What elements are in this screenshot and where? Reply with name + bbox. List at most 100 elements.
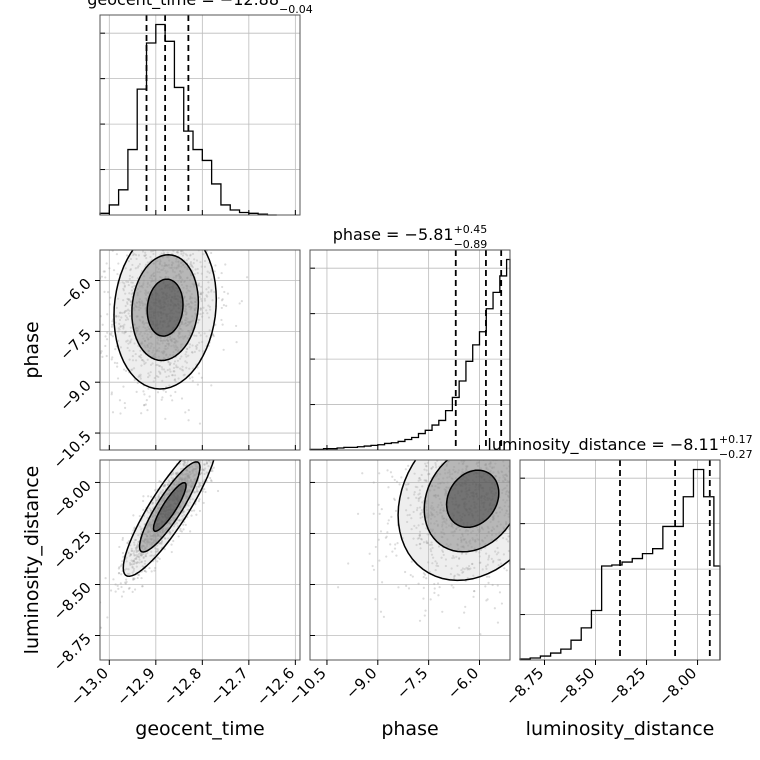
sample-point — [200, 447, 202, 449]
sample-point — [187, 354, 190, 357]
sample-point — [505, 538, 508, 541]
sample-point — [184, 360, 187, 363]
sample-point — [487, 581, 490, 584]
sample-point — [403, 430, 405, 432]
sample-point — [149, 255, 152, 259]
histogram-geocent_time — [99, 23, 277, 216]
sample-point — [454, 452, 456, 454]
sample-point — [526, 512, 528, 514]
sample-point — [205, 309, 208, 312]
sample-point — [522, 518, 524, 520]
sample-point — [200, 455, 202, 457]
sample-point — [419, 512, 422, 515]
sample-point — [189, 530, 192, 533]
sample-point — [152, 554, 156, 557]
sample-point — [177, 535, 180, 538]
sample-point — [212, 333, 215, 336]
sample-point — [199, 334, 202, 337]
sample-point — [512, 459, 514, 461]
sample-point — [119, 582, 122, 585]
sample-point — [106, 313, 109, 316]
sample-point — [530, 484, 532, 486]
sample-point — [515, 555, 517, 557]
sample-point — [208, 445, 210, 447]
sample-point — [160, 541, 163, 544]
sample-point — [480, 451, 482, 453]
sample-point — [505, 432, 507, 434]
sample-point — [137, 254, 140, 257]
sample-point — [199, 308, 202, 311]
sample-point — [528, 505, 530, 507]
sample-point — [347, 562, 350, 565]
sample-point — [149, 509, 152, 513]
sample-point — [245, 276, 249, 279]
sample-point — [142, 404, 146, 407]
sample-point — [200, 220, 202, 222]
sample-point — [207, 316, 211, 319]
sample-point — [537, 533, 539, 535]
sample-point — [510, 486, 512, 488]
sample-point — [140, 353, 143, 357]
sample-point — [479, 455, 481, 457]
sample-point — [149, 509, 153, 512]
sample-point — [510, 584, 512, 586]
sample-point — [215, 415, 217, 417]
sample-point — [414, 454, 416, 456]
sample-point — [379, 610, 383, 613]
sample-point — [164, 417, 167, 420]
sample-point — [159, 542, 162, 545]
sample-point — [503, 567, 506, 570]
sample-point — [186, 454, 188, 456]
sample-point — [182, 462, 185, 466]
sample-point — [193, 457, 195, 459]
sample-point — [111, 323, 114, 326]
sample-point — [106, 616, 109, 619]
sample-point — [199, 456, 201, 458]
sample-point — [525, 520, 527, 522]
sample-point — [229, 440, 231, 442]
sample-point — [206, 161, 208, 163]
sample-point — [111, 411, 115, 414]
sample-point — [488, 409, 490, 411]
sample-point — [139, 554, 143, 557]
sample-point — [143, 240, 145, 242]
sample-point — [207, 291, 210, 294]
sample-point — [130, 563, 133, 566]
xtick-label-luminosity_distance-0: −8.75 — [502, 664, 547, 709]
sample-point — [432, 440, 434, 442]
sample-point — [132, 529, 135, 532]
sample-point — [160, 540, 164, 543]
sample-point — [199, 471, 202, 475]
sample-point — [132, 577, 135, 580]
sample-point — [129, 553, 132, 556]
sample-point — [123, 311, 126, 314]
sample-point — [512, 474, 514, 476]
sample-point — [180, 518, 183, 522]
sample-point — [137, 573, 141, 577]
sample-point — [149, 371, 152, 374]
sample-point — [216, 234, 218, 236]
sample-point — [160, 366, 163, 369]
sample-point — [130, 547, 133, 550]
sample-point — [521, 554, 523, 556]
sample-point — [201, 481, 204, 485]
sample-point — [159, 492, 162, 495]
sample-point — [175, 365, 178, 369]
sample-point — [520, 514, 522, 516]
sample-point — [214, 264, 217, 267]
sample-point — [387, 486, 390, 489]
sample-point — [526, 496, 528, 498]
sample-point — [435, 466, 438, 469]
sample-point — [198, 452, 200, 454]
sample-point — [183, 244, 185, 246]
sample-point — [372, 481, 375, 484]
sample-point — [426, 541, 429, 545]
sample-point — [528, 485, 530, 487]
sample-point — [140, 358, 144, 362]
sample-point — [135, 562, 138, 565]
sample-point — [451, 422, 453, 424]
sample-point — [433, 591, 436, 594]
sample-point — [151, 501, 154, 504]
sample-point — [130, 369, 133, 372]
sample-point — [491, 583, 494, 587]
